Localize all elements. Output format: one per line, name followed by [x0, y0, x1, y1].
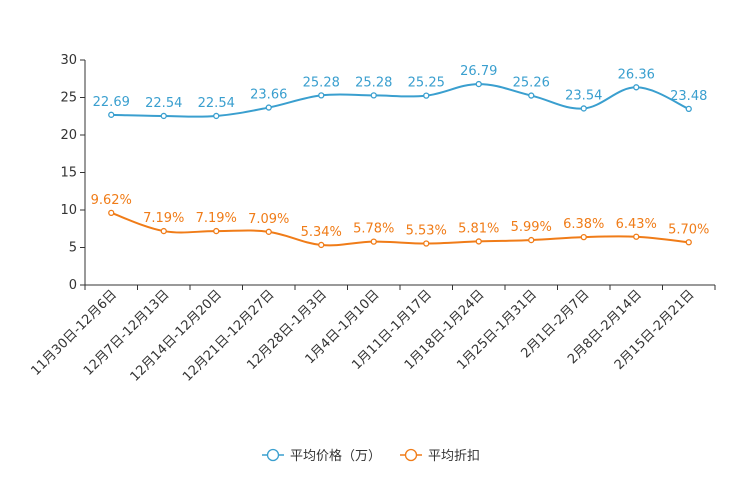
- y-tick-label: 20: [60, 128, 77, 143]
- data-point[interactable]: [213, 227, 220, 235]
- series-average-discount: 9.62% 7.19% 7.19% 7.09% 5.34% 5.78% 5.53% 5.81%…: [91, 193, 709, 249]
- data-point[interactable]: [318, 241, 325, 249]
- series-line: [110, 211, 689, 247]
- data-label: 23.66: [250, 88, 287, 103]
- legend-swatch-marker: [266, 448, 280, 462]
- data-label: 25.25: [408, 76, 445, 91]
- data-point[interactable]: [265, 228, 272, 235]
- data-point[interactable]: [475, 80, 482, 88]
- data-point[interactable]: [580, 105, 587, 112]
- data-label: 25.26: [513, 76, 550, 91]
- data-label: 26.36: [618, 67, 655, 82]
- y-tick-label: 25: [60, 91, 77, 106]
- data-point[interactable]: [108, 209, 115, 217]
- data-point[interactable]: [633, 84, 640, 91]
- data-label: 9.62%: [91, 193, 132, 208]
- data-label: 22.54: [198, 96, 235, 111]
- y-tick-label: 5: [69, 241, 77, 256]
- data-label: 7.19%: [143, 211, 184, 226]
- data-point[interactable]: [213, 112, 220, 120]
- data-label: 22.69: [93, 95, 130, 110]
- y-tick-label: 0: [69, 278, 77, 293]
- data-label: 25.28: [303, 75, 340, 90]
- data-point[interactable]: [265, 104, 272, 111]
- data-label: 5.81%: [458, 221, 499, 236]
- data-label: 6.38%: [563, 217, 604, 232]
- data-point[interactable]: [108, 111, 115, 118]
- data-point[interactable]: [423, 240, 430, 247]
- legend-label: 平均价格（万）: [290, 448, 381, 464]
- series-layer: 22.69 22.54 22.54 23.66 25.28 25.28 25.25 26.79…: [91, 64, 709, 249]
- data-label: 5.70%: [668, 222, 709, 237]
- data-point[interactable]: [528, 236, 535, 244]
- data-point[interactable]: [318, 92, 325, 99]
- legend-item-average-discount[interactable]: 平均折扣: [400, 448, 480, 464]
- x-tick-label: 12月21日-12月27日: [180, 287, 277, 384]
- data-label: 5.53%: [406, 224, 447, 239]
- data-point[interactable]: [685, 239, 692, 246]
- data-label: 23.48: [670, 89, 707, 104]
- data-point[interactable]: [160, 112, 167, 120]
- x-tick-label: 12月14日-12月20日: [128, 287, 225, 384]
- data-point[interactable]: [528, 92, 535, 99]
- legend[interactable]: 平均价格（万） 平均折扣: [262, 448, 480, 464]
- data-point[interactable]: [370, 238, 377, 245]
- data-label: 25.28: [355, 75, 392, 90]
- data-label: 5.99%: [511, 220, 552, 235]
- data-label: 5.34%: [301, 225, 342, 240]
- y-tick-label: 15: [60, 166, 77, 181]
- data-point[interactable]: [160, 227, 167, 235]
- data-label: 23.54: [565, 88, 602, 103]
- data-point[interactable]: [475, 238, 482, 245]
- y-tick-label: 30: [60, 53, 77, 68]
- data-point[interactable]: [370, 92, 377, 99]
- x-tick-label: 11月30日-12月6日: [28, 287, 120, 379]
- series-line: [111, 83, 690, 118]
- data-label: 22.54: [145, 96, 182, 111]
- data-point[interactable]: [580, 233, 587, 241]
- data-label: 7.19%: [196, 211, 237, 226]
- series-average-price: 22.69 22.54 22.54 23.66 25.28 25.28 25.25 26.79…: [93, 64, 707, 120]
- data-label: 5.78%: [353, 222, 394, 237]
- legend-label: 平均折扣: [428, 449, 480, 464]
- data-point[interactable]: [685, 105, 692, 113]
- y-tick-label: 10: [60, 203, 77, 218]
- legend-swatch-marker: [404, 448, 418, 462]
- chart-axes: 05101520253011月30日-12月6日12月7日-12月13日12月1…: [28, 53, 716, 385]
- data-point[interactable]: [633, 233, 640, 240]
- data-label: 7.09%: [248, 212, 289, 227]
- legend-item-average-price[interactable]: 平均价格（万）: [262, 448, 381, 464]
- data-label: 26.79: [460, 64, 497, 79]
- data-point[interactable]: [423, 92, 430, 99]
- data-label: 6.43%: [616, 217, 657, 232]
